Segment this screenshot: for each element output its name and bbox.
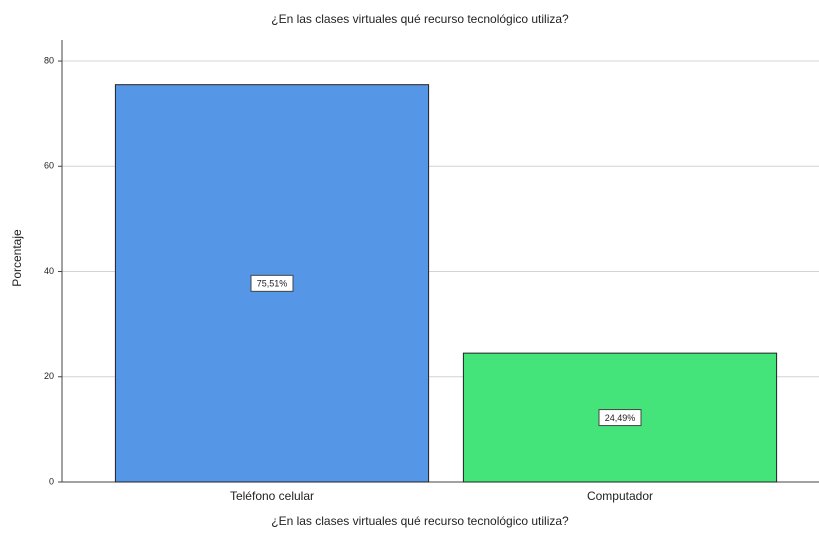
y-axis-label: Porcentaje (10, 229, 24, 287)
x-tick-label: Teléfono celular (230, 489, 314, 503)
y-tick-label: 80 (44, 55, 54, 65)
value-label: 75,51% (257, 279, 288, 289)
value-label-box (250, 274, 294, 292)
value-label-box (598, 409, 642, 427)
chart-title: ¿En las clases virtuales qué recurso tec… (271, 12, 569, 26)
y-tick-label: 60 (44, 161, 54, 171)
y-tick-label: 20 (44, 371, 54, 381)
y-tick-label: 0 (49, 476, 54, 486)
value-label: 24,49% (605, 413, 636, 423)
y-tick-label: 40 (44, 266, 54, 276)
x-axis-label: ¿En las clases virtuales qué recurso tec… (271, 514, 569, 528)
x-tick-label: Computador (587, 489, 653, 503)
